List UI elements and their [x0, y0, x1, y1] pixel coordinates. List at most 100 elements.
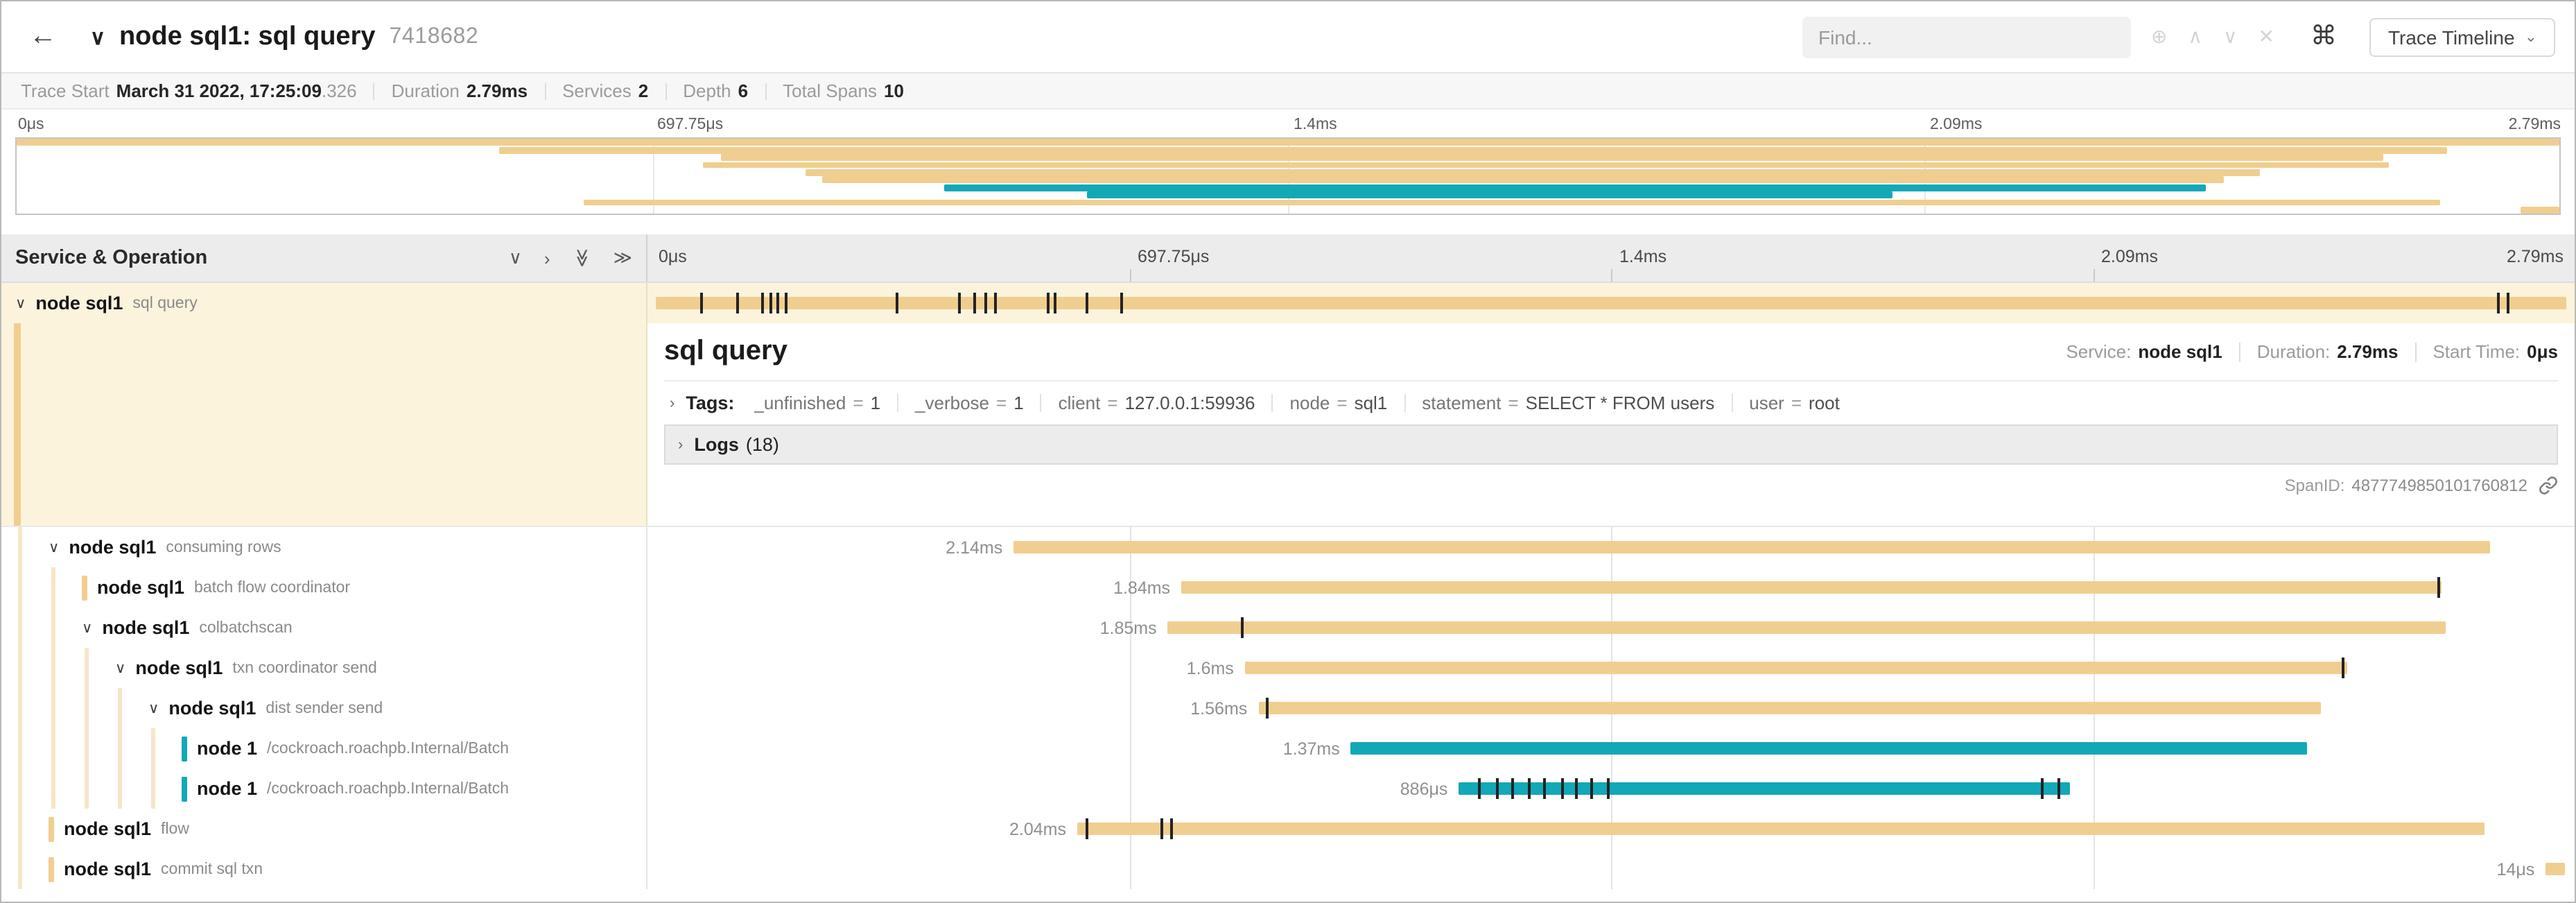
tree-guide-line — [18, 608, 22, 648]
start-time-value: 0μs — [2527, 341, 2558, 362]
tree-guide-line — [118, 688, 122, 728]
tree-cell[interactable]: node sql1 flow — [1, 809, 647, 849]
chevron-down-icon[interactable]: ∨ — [148, 700, 159, 716]
span-row: ∨ node sql1 colbatchscan 1.85ms — [1, 608, 2575, 648]
divider — [1271, 394, 1273, 412]
chevron-down-icon[interactable]: ∨ — [115, 660, 126, 676]
row-service: node sql1 — [64, 818, 152, 839]
tree-cell[interactable]: node sql1 batch flow coordinator — [1, 567, 647, 608]
bar-cell[interactable]: 2.14ms — [647, 527, 2575, 567]
span-color-chip[interactable] — [182, 776, 187, 801]
minimap-span-bar — [583, 199, 2440, 206]
find-input[interactable] — [1816, 24, 2117, 49]
row-operation: /cockroach.roachpb.Internal/Batch — [267, 780, 510, 797]
tick-label: 2.79ms — [2507, 247, 2564, 266]
collapse-all-icon[interactable]: ≫ — [572, 248, 593, 268]
find-box — [1802, 16, 2131, 58]
bar-cell[interactable]: 1.84ms — [647, 567, 2575, 608]
trace-id: 7418682 — [389, 24, 479, 48]
span-color-chip[interactable] — [82, 575, 87, 600]
minimap-span-bar — [822, 176, 2224, 184]
span-bar[interactable] — [1244, 662, 2347, 674]
tree-cell[interactable]: ∨ node sql1 dist sender send — [1, 688, 647, 728]
log-tick — [1120, 293, 1123, 313]
log-tick — [776, 293, 780, 313]
span-duration-label: 2.04ms — [1009, 820, 1066, 839]
chevron-down-icon[interactable]: ∨ — [82, 619, 93, 636]
tree-guide-line — [51, 608, 55, 648]
span-color-chip[interactable] — [49, 816, 54, 841]
root-tree-cell[interactable]: ∨ node sql1 sql query — [1, 283, 647, 323]
next-result-icon[interactable]: ∨ — [2223, 25, 2238, 47]
back-arrow-icon: ← — [29, 21, 57, 51]
span-duration-label: 1.85ms — [1099, 619, 1157, 638]
tree-guide-line — [18, 688, 22, 728]
divider — [897, 394, 899, 412]
span-row: ∨ node sql1 txn coordinator send 1.6ms — [1, 648, 2575, 688]
tree-cell[interactable]: node sql1 commit sql txn — [1, 849, 647, 889]
span-bar[interactable] — [1459, 782, 2070, 795]
tree-guide-line — [51, 768, 55, 809]
trace-start-label: Trace Start — [21, 80, 110, 101]
tags-label: Tags: — [686, 393, 735, 413]
tree-cell[interactable]: ∨ node sql1 colbatchscan — [1, 608, 647, 648]
tree-guide-line — [118, 728, 122, 768]
trace-header-collapse-icon[interactable]: ∨ — [90, 26, 105, 49]
tags-accordion[interactable]: › Tags: _unfinished = 1 _verbose = 1 client = 12… — [664, 380, 2558, 424]
span-bar[interactable] — [1167, 621, 2446, 634]
clear-search-icon[interactable]: ✕ — [2258, 25, 2274, 47]
bar-cell[interactable]: 2.04ms — [647, 809, 2575, 849]
trace-timeline-dropdown[interactable]: Trace Timeline ⌄ — [2369, 17, 2555, 56]
bar-cell[interactable]: 1.85ms — [647, 608, 2575, 648]
span-bar[interactable] — [1258, 702, 2320, 714]
span-bar[interactable] — [1181, 581, 2442, 594]
timeline-main: Service & Operation ∨ › ≫ ≫ 0μs 697.75μs… — [1, 234, 2575, 889]
service-label: Service: — [2066, 341, 2132, 362]
span-color-chip[interactable] — [49, 857, 54, 882]
root-bar-cell[interactable] — [647, 283, 2575, 323]
log-tick — [1528, 778, 1531, 799]
back-button[interactable]: ← — [21, 18, 65, 55]
span-bar[interactable] — [1077, 823, 2484, 835]
log-tick — [1574, 778, 1578, 799]
log-tick — [1266, 698, 1269, 719]
log-tick — [1590, 778, 1593, 799]
log-tick — [2057, 778, 2061, 799]
keyboard-shortcuts-button[interactable]: ⌘ — [2302, 19, 2345, 54]
tree-cell[interactable]: ∨ node sql1 consuming rows — [1, 527, 647, 567]
log-tick — [784, 293, 787, 313]
tree-cell[interactable]: node 1 /cockroach.roachpb.Internal/Batch — [1, 728, 647, 768]
span-bar[interactable] — [1013, 541, 2490, 553]
bar-cell[interactable]: 1.37ms — [647, 728, 2575, 768]
minimap-canvas[interactable] — [15, 137, 2561, 215]
link-icon[interactable] — [2539, 476, 2558, 495]
span-color-chip[interactable] — [182, 736, 187, 761]
tick-mark — [1611, 269, 1612, 282]
span-row: node 1 /cockroach.roachpb.Internal/Batch… — [1, 768, 2575, 809]
span-detail-panel: sql query Service: node sql1 Duration: 2… — [647, 323, 2575, 526]
root-span-bar[interactable] — [655, 297, 2567, 309]
tag-pair: _verbose = 1 — [915, 393, 1024, 413]
bar-cell[interactable]: 886μs — [647, 768, 2575, 809]
chevron-down-icon[interactable]: ∨ — [49, 539, 60, 556]
prev-result-icon[interactable]: ∧ — [2188, 25, 2203, 47]
logs-accordion[interactable]: › Logs (18) — [664, 424, 2558, 465]
locate-icon[interactable]: ⊕ — [2151, 25, 2168, 47]
span-bar[interactable] — [1350, 742, 2307, 755]
row-operation: /cockroach.roachpb.Internal/Batch — [267, 740, 510, 757]
span-bar[interactable] — [2545, 863, 2566, 875]
bar-cell[interactable]: 14μs — [647, 849, 2575, 889]
bar-cell[interactable]: 1.56ms — [647, 688, 2575, 728]
tree-guide-line — [151, 768, 155, 809]
expand-one-icon[interactable]: › — [543, 248, 550, 268]
log-tick — [1241, 617, 1244, 638]
span-duration-label: 1.56ms — [1190, 699, 1248, 719]
bar-cell[interactable]: 1.6ms — [647, 648, 2575, 688]
collapse-one-icon[interactable]: ∨ — [508, 247, 522, 268]
tree-cell[interactable]: ∨ node sql1 txn coordinator send — [1, 648, 647, 688]
span-duration-label: 1.84ms — [1113, 578, 1171, 598]
expand-all-icon[interactable]: ≫ — [613, 247, 632, 268]
total-spans-value: 10 — [884, 80, 904, 101]
tree-cell[interactable]: node 1 /cockroach.roachpb.Internal/Batch — [1, 768, 647, 809]
logs-count: (18) — [745, 434, 779, 455]
